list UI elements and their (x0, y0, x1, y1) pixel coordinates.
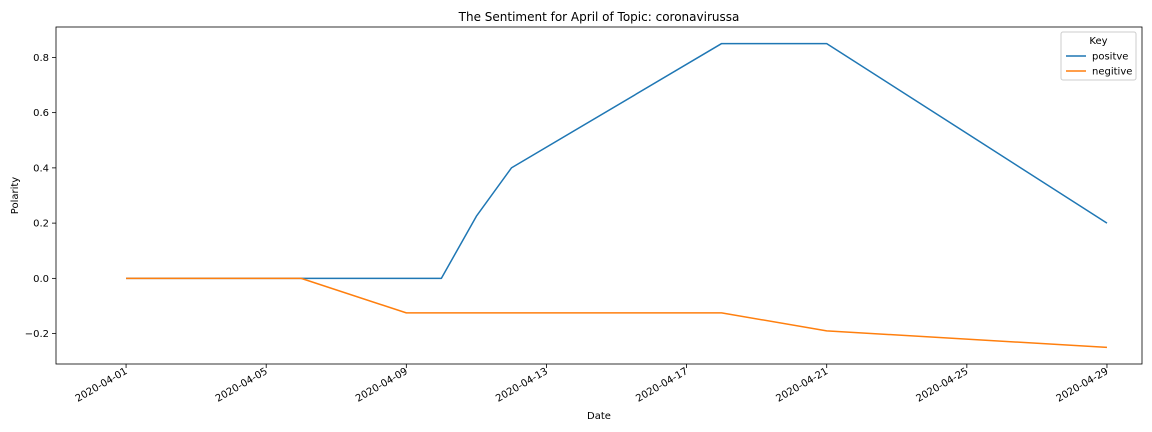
y-tick-label: 0.0 (33, 274, 49, 285)
legend-box (1060, 31, 1137, 81)
series-line-positve (126, 42, 1108, 280)
legend-entry: negitive (1092, 67, 1132, 78)
x-tick-label: 2020-04-05 (214, 366, 270, 405)
y-axis: −0.2 0.0 0.2 0.4 0.6 0.8 (25, 53, 56, 340)
x-tick-label: 2020-04-17 (634, 366, 690, 405)
x-tick-label: 2020-04-25 (915, 366, 971, 405)
plot-area (126, 42, 1108, 349)
y-tick-label: 0.8 (33, 53, 49, 64)
y-tick-label: 0.4 (33, 163, 49, 174)
chart-title: The Sentiment for April of Topic: corona… (458, 10, 740, 24)
plot-frame (55, 26, 1143, 365)
y-tick-label: −0.2 (25, 329, 49, 340)
x-tick-label: 2020-04-09 (354, 366, 410, 405)
legend: Key positve negitive (1060, 31, 1137, 81)
x-tick-label: 2020-04-21 (774, 366, 830, 405)
x-axis-title: Date (587, 411, 611, 422)
series-line-negitive (126, 277, 1108, 349)
legend-entry: positve (1092, 52, 1128, 63)
x-tick-label: 2020-04-13 (494, 366, 550, 405)
x-tick-label: 2020-04-01 (74, 366, 130, 405)
y-tick-label: 0.2 (33, 219, 49, 230)
x-axis: 2020-04-01 2020-04-05 2020-04-09 2020-04-13… (74, 364, 1111, 405)
y-axis-title: Polarity (10, 177, 21, 215)
x-tick-label: 2020-04-29 (1055, 366, 1111, 405)
y-tick-label: 0.6 (33, 108, 49, 119)
legend-title: Key (1089, 36, 1107, 47)
